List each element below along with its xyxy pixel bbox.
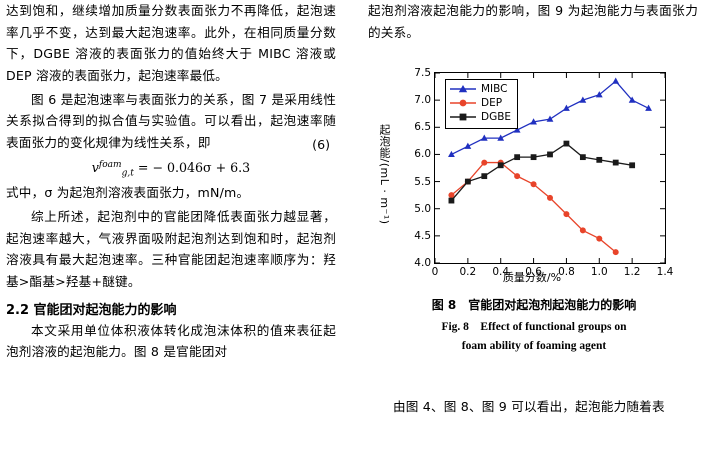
chart-area: 起泡能/(mL · m⁻¹) 质量分数/% MIBC bbox=[378, 62, 682, 290]
equation-6: vfoamg,t = − 0.046σ + 6.3 bbox=[6, 160, 336, 179]
right-paragraph-1: 起泡剂溶液起泡能力的影响，图 9 为起泡能力与表面张力的关系。 bbox=[368, 3, 698, 40]
x-tick-label: 1.2 bbox=[623, 266, 641, 278]
legend-marker-triangle-icon bbox=[450, 85, 476, 93]
equation-superscript: foam bbox=[98, 159, 122, 170]
y-tick-label: 6.5 bbox=[414, 121, 431, 134]
figure-8: 起泡能/(mL · m⁻¹) 质量分数/% MIBC bbox=[368, 62, 700, 355]
paragraph-3: 式中，σ 为起泡剂溶液表面张力，mN/m。 bbox=[6, 185, 250, 201]
paragraph-2: 图 6 是起泡速率与表面张力的关系，图 7 是采用线性关系拟合得到的拟合值与实验… bbox=[6, 91, 336, 150]
y-tick-label: 4.5 bbox=[414, 229, 431, 242]
legend-marker-square-icon bbox=[450, 114, 476, 121]
right-column: 起泡剂溶液起泡能力的影响，图 9 为起泡能力与表面张力的关系。 bbox=[368, 0, 698, 43]
y-tick-label: 5.0 bbox=[414, 202, 431, 215]
right-tail-paragraph-wrap: 由图 4、图 8、图 9 可以看出，起泡能力随着表 bbox=[368, 396, 698, 418]
y-tick-label: 4.0 bbox=[414, 257, 431, 269]
equation-rhs: = − 0.046σ + 6.3 bbox=[137, 159, 251, 175]
paragraph-5: 本文采用单位体积液体转化成泡沫体积的值来表征起泡剂溶液的起泡能力。图 8 是官能… bbox=[6, 322, 336, 360]
x-tick-label: 0.2 bbox=[459, 266, 477, 278]
section-heading-2-2: 2.2 官能团对起泡能力的影响 bbox=[6, 302, 177, 318]
left-column: 达到饱和，继续增加质量分数表面张力不再降低，起泡速率几乎不变，达到最大起泡速率。… bbox=[6, 0, 336, 363]
equation-6-line: vfoamg,t = − 0.046σ + 6.3 (6) bbox=[6, 137, 336, 179]
y-tick-label: 7.0 bbox=[414, 94, 431, 107]
equation-number: (6) bbox=[312, 136, 330, 152]
legend-item-dgbe: DGBE bbox=[450, 110, 511, 124]
x-tick-label: 1.4 bbox=[656, 266, 674, 278]
paragraph-4: 综上所述，起泡剂中的官能团降低表面张力越显著，起泡速率越大，气液界面吸附起泡剂达… bbox=[6, 208, 336, 289]
plot-frame: MIBC DEP DGBE bbox=[414, 67, 673, 278]
x-tick-label: 1.0 bbox=[590, 266, 608, 278]
legend-label-mibc: MIBC bbox=[481, 83, 508, 95]
legend-label-dep: DEP bbox=[481, 97, 503, 110]
x-axis-label: 质量分数/% bbox=[502, 271, 562, 284]
legend-label-dgbe: DGBE bbox=[481, 111, 512, 124]
figure-caption-en-line2: foam ability of foaming agent bbox=[461, 339, 607, 352]
figure-caption-en-line1: Fig. 8 Effect of functional groups on bbox=[441, 321, 627, 334]
chart-legend: MIBC DEP DGBE bbox=[445, 79, 519, 129]
y-tick-label: 6.0 bbox=[414, 148, 431, 161]
right-tail-paragraph: 由图 4、图 8、图 9 可以看出，起泡能力随着表 bbox=[393, 399, 665, 414]
legend-item-dep: DEP bbox=[450, 96, 511, 110]
x-tick-label: 0.6 bbox=[525, 266, 542, 278]
legend-marker-circle-icon bbox=[450, 99, 476, 107]
chart-svg bbox=[435, 73, 665, 263]
y-tick-label: 5.5 bbox=[414, 175, 431, 188]
equation-variable: v bbox=[91, 159, 99, 175]
paragraph-1: 达到饱和，继续增加质量分数表面张力不再降低，起泡速率几乎不变，达到最大起泡速率。… bbox=[6, 3, 336, 83]
equation-subscript: g,t bbox=[121, 168, 134, 179]
figure-caption-cn: 图 8 官能团对起泡剂起泡能力的影响 bbox=[431, 298, 637, 312]
y-axis-label: 起泡能/(mL · m⁻¹) bbox=[378, 124, 391, 225]
x-tick-label: 0.8 bbox=[558, 266, 575, 278]
x-tick-label: 0.4 bbox=[492, 266, 510, 278]
legend-item-mibc: MIBC bbox=[450, 82, 511, 96]
y-tick-label: 7.5 bbox=[414, 67, 431, 79]
x-tick-label: 0 bbox=[431, 266, 439, 278]
